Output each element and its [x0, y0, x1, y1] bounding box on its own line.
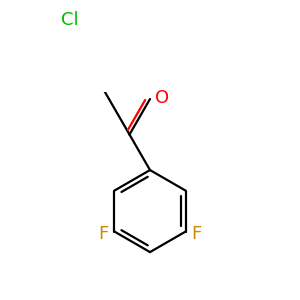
Text: Cl: Cl	[61, 11, 79, 29]
Text: F: F	[192, 225, 202, 243]
Text: O: O	[154, 89, 169, 107]
Text: F: F	[98, 225, 108, 243]
